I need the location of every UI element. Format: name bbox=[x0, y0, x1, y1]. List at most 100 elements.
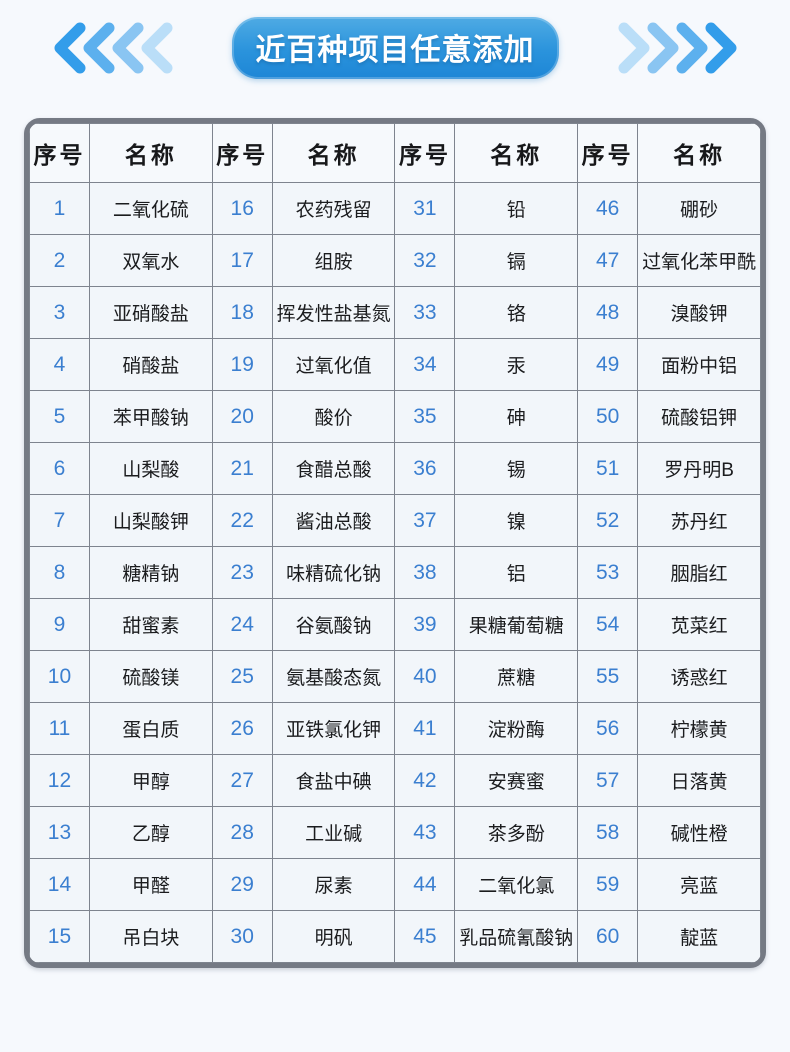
cell-serial: 56 bbox=[577, 702, 639, 755]
table-row: 12 甲醇 27 食盐中碘 42 安赛蜜 57 日落黄 bbox=[29, 754, 761, 807]
cell-item-name: 亮蓝 bbox=[637, 858, 761, 911]
cell-serial: 1 bbox=[29, 182, 90, 235]
cell-item-name: 铬 bbox=[454, 286, 579, 339]
cell-serial: 35 bbox=[394, 390, 456, 443]
cell-item-name: 二氧化氯 bbox=[454, 858, 579, 911]
cell-item-name: 双氧水 bbox=[88, 234, 213, 287]
left-chevrons-icon bbox=[54, 22, 172, 74]
cell-serial: 48 bbox=[577, 286, 639, 339]
cell-item-name: 砷 bbox=[454, 390, 579, 443]
table-row: 9 甜蜜素 24 谷氨酸钠 39 果糖葡萄糖 54 苋菜红 bbox=[29, 598, 761, 651]
cell-serial: 4 bbox=[29, 338, 90, 391]
cell-serial: 27 bbox=[211, 754, 273, 807]
cell-item-name: 明矾 bbox=[271, 910, 396, 963]
right-chevrons-icon bbox=[618, 22, 736, 74]
cell-item-name: 工业碱 bbox=[271, 806, 396, 859]
cell-serial: 59 bbox=[577, 858, 639, 911]
cell-serial: 11 bbox=[29, 702, 90, 755]
cell-item-name: 山梨酸钾 bbox=[88, 494, 213, 547]
cell-item-name: 碱性橙 bbox=[637, 806, 761, 859]
cell-serial: 41 bbox=[394, 702, 456, 755]
cell-serial: 54 bbox=[577, 598, 639, 651]
header-serial: 序号 bbox=[577, 123, 639, 183]
cell-item-name: 果糖葡萄糖 bbox=[454, 598, 579, 651]
table-row: 10 硫酸镁 25 氨基酸态氮 40 蔗糖 55 诱惑红 bbox=[29, 650, 761, 703]
cell-serial: 25 bbox=[211, 650, 273, 703]
cell-serial: 20 bbox=[211, 390, 273, 443]
cell-item-name: 苯甲酸钠 bbox=[88, 390, 213, 443]
cell-item-name: 二氧化硫 bbox=[88, 182, 213, 235]
table-row: 11 蛋白质 26 亚铁氯化钾 41 淀粉酶 56 柠檬黄 bbox=[29, 702, 761, 755]
cell-serial: 30 bbox=[211, 910, 273, 963]
cell-item-name: 硝酸盐 bbox=[88, 338, 213, 391]
cell-item-name: 锡 bbox=[454, 442, 579, 495]
cell-item-name: 诱惑红 bbox=[637, 650, 761, 703]
header-serial: 序号 bbox=[211, 123, 273, 183]
items-table-head-row: 序号 名称 序号 名称 序号 名称 序号 名称 bbox=[29, 123, 761, 183]
cell-item-name: 柠檬黄 bbox=[637, 702, 761, 755]
cell-item-name: 镉 bbox=[454, 234, 579, 287]
cell-item-name: 糖精钠 bbox=[88, 546, 213, 599]
table-row: 3 亚硝酸盐 18 挥发性盐基氮 33 铬 48 溴酸钾 bbox=[29, 286, 761, 339]
header-item-name: 名称 bbox=[271, 123, 396, 183]
cell-item-name: 乳品硫氰酸钠 bbox=[454, 910, 579, 963]
table-row: 6 山梨酸 21 食醋总酸 36 锡 51 罗丹明B bbox=[29, 442, 761, 495]
cell-serial: 34 bbox=[394, 338, 456, 391]
cell-serial: 44 bbox=[394, 858, 456, 911]
table-row: 1 二氧化硫 16 农药残留 31 铅 46 硼砂 bbox=[29, 182, 761, 235]
cell-serial: 58 bbox=[577, 806, 639, 859]
cell-item-name: 山梨酸 bbox=[88, 442, 213, 495]
cell-serial: 23 bbox=[211, 546, 273, 599]
banner-title-pill: 近百种项目任意添加 bbox=[231, 17, 559, 79]
table-row: 14 甲醛 29 尿素 44 二氧化氯 59 亮蓝 bbox=[29, 858, 761, 911]
banner-title: 近百种项目任意添加 bbox=[255, 34, 535, 67]
cell-serial: 14 bbox=[29, 858, 90, 911]
cell-item-name: 镍 bbox=[454, 494, 579, 547]
cell-item-name: 酸价 bbox=[271, 390, 396, 443]
cell-serial: 45 bbox=[394, 910, 456, 963]
cell-item-name: 硫酸镁 bbox=[88, 650, 213, 703]
header-serial: 序号 bbox=[29, 123, 90, 183]
cell-serial: 26 bbox=[211, 702, 273, 755]
items-table: 序号 名称 序号 名称 序号 名称 序号 名称 1 二氧化硫 16 农药残留 31 铅 46 硼砂 2 双氧水 1… bbox=[24, 118, 766, 968]
cell-item-name: 农药残留 bbox=[271, 182, 396, 235]
cell-serial: 32 bbox=[394, 234, 456, 287]
cell-item-name: 溴酸钾 bbox=[637, 286, 761, 339]
cell-serial: 5 bbox=[29, 390, 90, 443]
cell-serial: 28 bbox=[211, 806, 273, 859]
cell-serial: 46 bbox=[577, 182, 639, 235]
cell-item-name: 乙醇 bbox=[88, 806, 213, 859]
cell-serial: 24 bbox=[211, 598, 273, 651]
cell-serial: 2 bbox=[29, 234, 90, 287]
cell-item-name: 日落黄 bbox=[637, 754, 761, 807]
cell-item-name: 味精硫化钠 bbox=[271, 546, 396, 599]
cell-serial: 8 bbox=[29, 546, 90, 599]
cell-serial: 40 bbox=[394, 650, 456, 703]
cell-serial: 17 bbox=[211, 234, 273, 287]
table-row: 4 硝酸盐 19 过氧化值 34 汞 49 面粉中铝 bbox=[29, 338, 761, 391]
table-row: 7 山梨酸钾 22 酱油总酸 37 镍 52 苏丹红 bbox=[29, 494, 761, 547]
table-row: 13 乙醇 28 工业碱 43 茶多酚 58 碱性橙 bbox=[29, 806, 761, 859]
table-row: 2 双氧水 17 组胺 32 镉 47 过氧化苯甲酰 bbox=[29, 234, 761, 287]
cell-item-name: 茶多酚 bbox=[454, 806, 579, 859]
cell-item-name: 胭脂红 bbox=[637, 546, 761, 599]
table-row: 8 糖精钠 23 味精硫化钠 38 铝 53 胭脂红 bbox=[29, 546, 761, 599]
table-row: 15 吊白块 30 明矾 45 乳品硫氰酸钠 60 靛蓝 bbox=[29, 910, 761, 963]
cell-item-name: 谷氨酸钠 bbox=[271, 598, 396, 651]
cell-serial: 19 bbox=[211, 338, 273, 391]
cell-serial: 10 bbox=[29, 650, 90, 703]
cell-serial: 31 bbox=[394, 182, 456, 235]
cell-serial: 60 bbox=[577, 910, 639, 963]
cell-item-name: 过氧化值 bbox=[271, 338, 396, 391]
cell-serial: 36 bbox=[394, 442, 456, 495]
cell-serial: 29 bbox=[211, 858, 273, 911]
cell-serial: 51 bbox=[577, 442, 639, 495]
cell-item-name: 靛蓝 bbox=[637, 910, 761, 963]
cell-item-name: 铅 bbox=[454, 182, 579, 235]
cell-item-name: 挥发性盐基氮 bbox=[271, 286, 396, 339]
header-item-name: 名称 bbox=[637, 123, 761, 183]
cell-serial: 52 bbox=[577, 494, 639, 547]
cell-item-name: 铝 bbox=[454, 546, 579, 599]
cell-item-name: 食醋总酸 bbox=[271, 442, 396, 495]
cell-item-name: 亚硝酸盐 bbox=[88, 286, 213, 339]
